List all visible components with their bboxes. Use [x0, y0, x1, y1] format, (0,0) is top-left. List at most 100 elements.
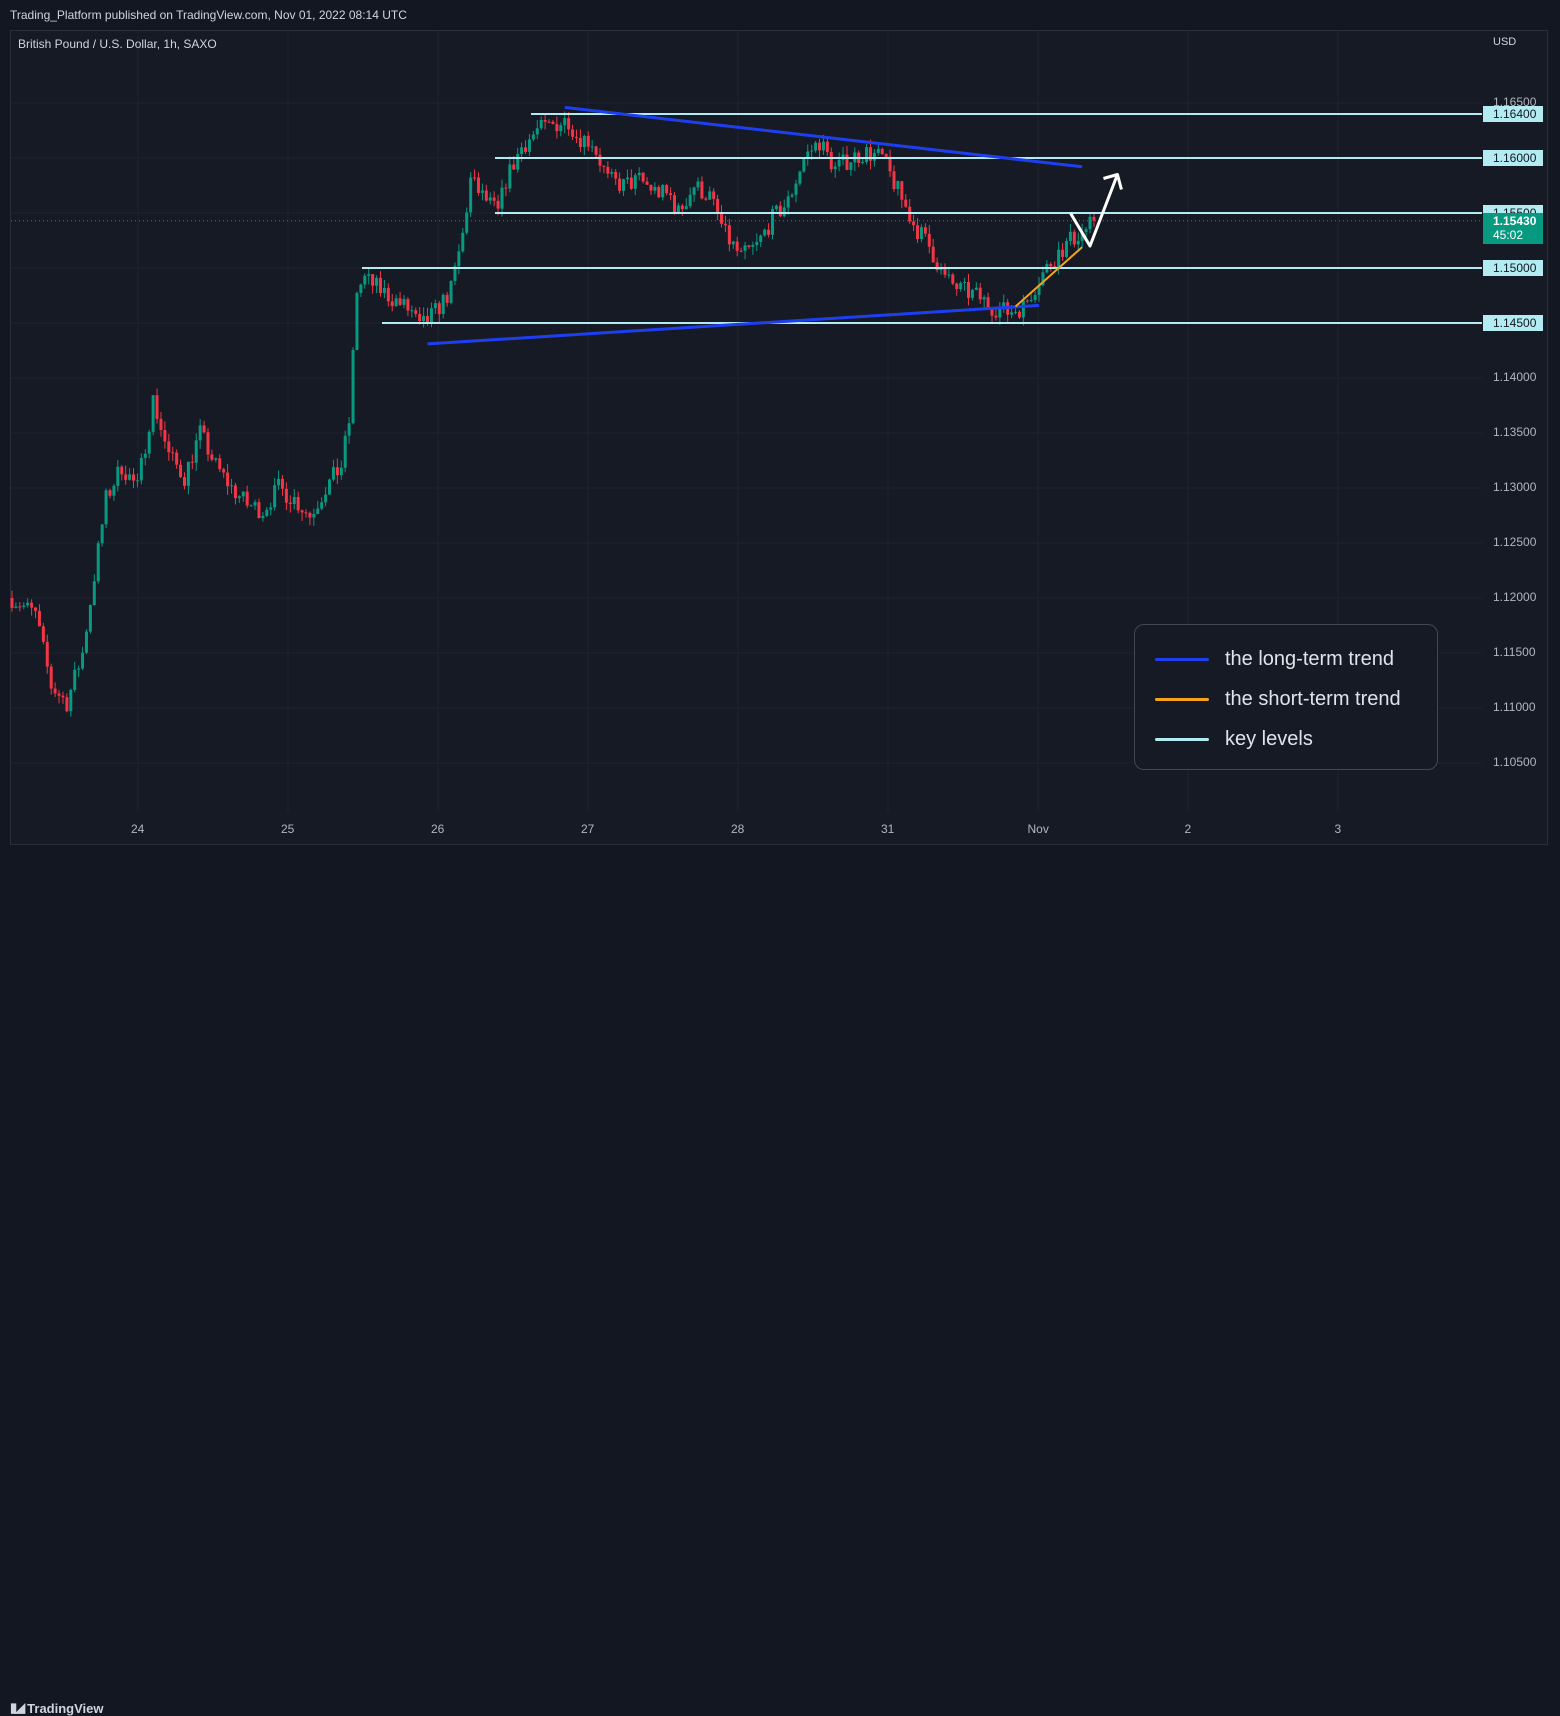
legend-box: the long-term trend the short-term trend… — [1134, 624, 1438, 770]
candle-body — [269, 507, 273, 510]
candle-body — [65, 697, 69, 712]
candle-body — [18, 606, 22, 608]
legend-label-short-term: the short-term trend — [1225, 687, 1401, 710]
candle-body — [280, 478, 284, 489]
candle-body — [312, 513, 316, 518]
candle-body — [190, 461, 194, 463]
candle-body — [912, 221, 916, 226]
candle-body — [982, 297, 986, 300]
candle-body — [872, 152, 876, 161]
legend-swatch-key-levels — [1155, 737, 1209, 741]
candle-body — [551, 121, 555, 125]
candle-body — [990, 307, 994, 316]
long-term-trend-lower — [427, 303, 1040, 346]
candle-body — [516, 154, 520, 170]
candle-body — [672, 195, 676, 213]
tradingview-brand: TradingView — [27, 1700, 104, 1716]
candle-body — [230, 485, 234, 487]
candle-body — [222, 469, 226, 473]
candle-body — [998, 308, 1002, 318]
candle-body — [610, 172, 614, 174]
candle-body — [116, 466, 120, 486]
candle-body — [896, 181, 900, 189]
candle-body — [888, 156, 892, 172]
candle-body — [767, 229, 771, 235]
candle-body — [571, 129, 575, 137]
candle-body — [676, 205, 680, 213]
candle-body — [645, 181, 649, 185]
candle-body — [1033, 294, 1037, 300]
candle-body — [151, 395, 155, 432]
candle-body — [14, 606, 18, 608]
candle-body — [433, 303, 437, 309]
candle-body — [249, 505, 253, 507]
candle-body — [1092, 216, 1096, 221]
candle-body — [665, 185, 669, 194]
candle-body — [963, 282, 967, 284]
candle-body — [88, 604, 92, 632]
candle-body — [606, 166, 610, 174]
candle-body — [1084, 229, 1088, 233]
candle-body — [476, 177, 480, 193]
legend-swatch-long-term — [1155, 657, 1209, 661]
candle-body — [892, 171, 896, 189]
candle-body — [406, 299, 410, 311]
candle-body — [563, 118, 567, 126]
candle-body — [970, 289, 974, 298]
candle-body — [735, 241, 739, 251]
candle-body — [669, 193, 673, 196]
candle-body — [539, 119, 543, 129]
candle-body — [135, 480, 139, 482]
candle-body — [535, 128, 539, 135]
candle-body — [1029, 299, 1033, 301]
candle-body — [108, 490, 112, 496]
candle-body — [343, 435, 347, 468]
candle-body — [531, 134, 535, 140]
last-price-value: 1.15430 — [1493, 213, 1537, 228]
candle-body — [112, 485, 116, 496]
tradingview-logo[interactable]: ▮◢ TradingView — [10, 1700, 104, 1716]
candle-body — [186, 461, 190, 486]
candle-body — [429, 308, 433, 323]
candle-body — [904, 199, 908, 207]
candle-body — [22, 605, 26, 607]
price-tick-label: 1.12000 — [1493, 590, 1537, 604]
candle-body — [120, 466, 124, 475]
candle-body — [1064, 240, 1068, 257]
candle-body — [739, 250, 743, 252]
candle-body — [390, 301, 394, 307]
candle-body — [488, 197, 492, 201]
candle-body — [629, 177, 633, 189]
candle-body — [159, 418, 163, 430]
time-tick-label: Nov — [1027, 822, 1049, 836]
candle-body — [92, 581, 96, 605]
candle-body — [45, 641, 49, 667]
candle-body — [61, 695, 65, 698]
candle-body — [1076, 240, 1080, 245]
candle-body — [320, 502, 324, 509]
candle-body — [84, 631, 88, 653]
chart-canvas[interactable] — [0, 0, 1560, 882]
candle-body — [900, 181, 904, 200]
candle-body — [410, 310, 414, 312]
candle-body — [688, 194, 692, 207]
candle-body — [994, 315, 998, 318]
candle-body — [304, 512, 308, 514]
candle-body — [786, 196, 790, 208]
candle-body — [292, 496, 296, 505]
candle-body — [845, 154, 849, 170]
candle-body — [437, 303, 441, 315]
candle-body — [453, 266, 457, 281]
key-level-price-label: 1.16000 — [1483, 150, 1543, 166]
candle-body — [931, 246, 935, 263]
published-caption: Trading_Platform published on TradingVie… — [10, 8, 407, 22]
candle-body — [194, 440, 198, 463]
candle-body — [916, 225, 920, 239]
candle-body — [1068, 231, 1072, 241]
candle-body — [1041, 272, 1045, 286]
candle-body — [955, 283, 959, 290]
candle-body — [794, 183, 798, 195]
key-level-price-label: 1.16400 — [1483, 106, 1543, 122]
candle-body — [426, 316, 430, 323]
candle-body — [30, 602, 34, 608]
